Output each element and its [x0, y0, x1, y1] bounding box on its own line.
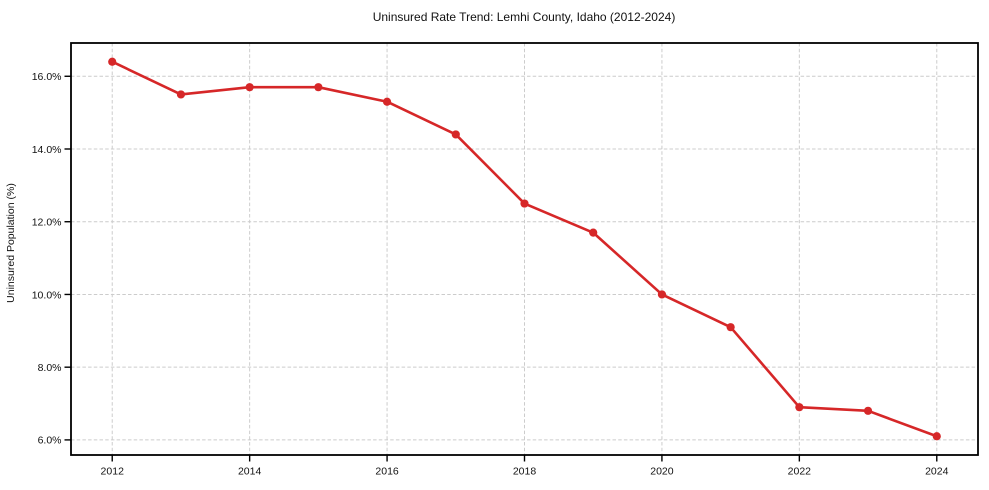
data-point-marker [314, 83, 323, 92]
data-point-marker [932, 432, 941, 441]
x-tick-label: 2022 [788, 466, 812, 478]
x-tick-label: 2020 [650, 466, 674, 478]
data-point-marker [589, 228, 598, 237]
chart-title: Uninsured Rate Trend: Lemhi County, Idah… [373, 10, 676, 24]
data-point-marker [795, 403, 804, 412]
y-axis-label: Uninsured Population (%) [5, 183, 17, 303]
x-tick-label: 2024 [925, 466, 949, 478]
axes-layer: 2012 2014 2016 2018 2020 2022 2024 6.0% 8.0% 10.0… [32, 42, 979, 478]
y-tick-label: 12.0% [32, 217, 62, 229]
data-point-marker [245, 83, 254, 92]
x-tick-label: 2012 [101, 466, 125, 478]
x-tick-label: 2016 [375, 466, 399, 478]
y-tick-label: 8.0% [38, 362, 62, 374]
y-tick-label: 16.0% [32, 71, 62, 83]
grid-layer [71, 43, 978, 455]
data-point-marker [520, 199, 529, 208]
trend-line-series [108, 57, 941, 441]
x-tick-label: 2014 [238, 466, 262, 478]
data-point-marker [382, 97, 392, 106]
y-tick-label: 6.0% [38, 435, 62, 447]
x-tick-label: 2018 [513, 466, 537, 478]
data-point-marker [726, 323, 735, 332]
y-tick-label: 14.0% [32, 144, 62, 156]
y-tick-label: 10.0% [32, 289, 62, 301]
data-point-marker [108, 57, 117, 66]
data-point-marker [451, 130, 460, 139]
data-point-marker [176, 90, 186, 99]
data-point-marker [657, 290, 667, 299]
data-point-marker [863, 406, 873, 415]
